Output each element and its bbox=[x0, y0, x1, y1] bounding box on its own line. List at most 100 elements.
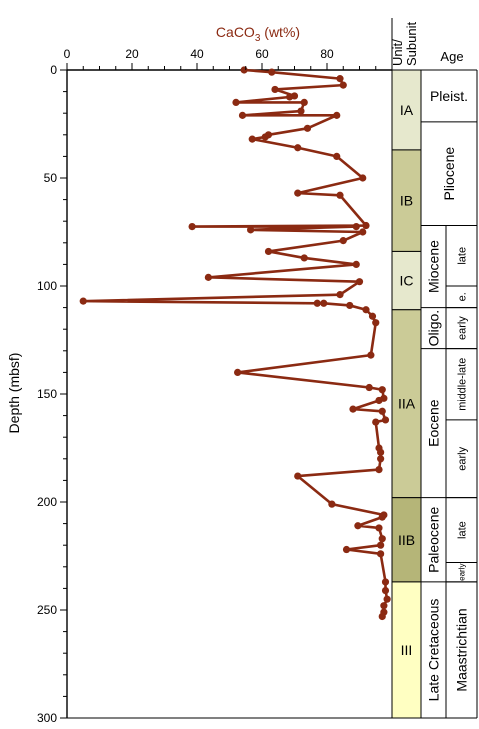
data-point bbox=[381, 586, 390, 595]
data-point bbox=[268, 68, 276, 76]
subdivision-label: late bbox=[456, 521, 468, 539]
x-axis-title-main: CaCO bbox=[216, 24, 255, 40]
epoch-label: Miocene bbox=[426, 240, 442, 293]
data-point bbox=[346, 301, 354, 310]
data-point bbox=[240, 66, 248, 74]
x-axis-title-subscript: 3 bbox=[255, 33, 261, 44]
subdivision-label: middle-late bbox=[456, 358, 468, 411]
data-point bbox=[320, 299, 328, 307]
data-point bbox=[377, 541, 385, 549]
data-point bbox=[377, 550, 385, 558]
data-point bbox=[336, 191, 344, 199]
data-point bbox=[380, 602, 388, 610]
unit-label: IC bbox=[400, 273, 414, 289]
data-point bbox=[204, 273, 212, 281]
subdivision-label: late bbox=[456, 247, 468, 265]
data-point bbox=[271, 85, 279, 94]
data-point bbox=[383, 595, 391, 603]
x-axis-title: CaCO3 (wt%) bbox=[216, 24, 300, 44]
age-header-label: Age bbox=[440, 49, 463, 64]
data-point bbox=[372, 418, 380, 426]
epoch-label: Oligo. bbox=[426, 310, 442, 347]
data-point bbox=[359, 174, 367, 182]
x-tick-label: 60 bbox=[255, 47, 269, 61]
data-point bbox=[362, 221, 370, 230]
data-point bbox=[294, 144, 302, 152]
data-point bbox=[375, 396, 383, 405]
data-point bbox=[378, 612, 386, 621]
unit-label: IA bbox=[400, 102, 414, 118]
data-point bbox=[359, 228, 367, 236]
data-point bbox=[378, 535, 386, 543]
x-axis-title-unit: (wt%) bbox=[260, 24, 300, 40]
data-point bbox=[375, 524, 383, 532]
plot-area bbox=[66, 66, 392, 719]
data-point bbox=[368, 312, 377, 320]
subdivision-label: Maastrichtian bbox=[453, 608, 469, 691]
age-column: Age Pleist. Pliocene Miocene Oligo. Eocene Pal… bbox=[421, 49, 478, 719]
data-point bbox=[378, 386, 386, 394]
y-tick-label: 100 bbox=[37, 279, 57, 293]
data-point bbox=[365, 383, 373, 392]
data-point bbox=[264, 247, 273, 256]
data-point bbox=[339, 81, 347, 89]
caco3-series-line bbox=[81, 68, 389, 617]
data-point bbox=[303, 124, 312, 132]
data-point bbox=[377, 455, 385, 463]
y-axis-title: Depth (mbsf) bbox=[6, 353, 22, 434]
data-point bbox=[378, 513, 386, 521]
data-point bbox=[188, 223, 196, 231]
data-point bbox=[378, 407, 386, 415]
y-tick-label: 150 bbox=[37, 387, 57, 401]
data-point bbox=[297, 107, 305, 115]
data-point bbox=[349, 405, 357, 413]
data-point bbox=[381, 578, 390, 586]
unit-block bbox=[391, 581, 422, 719]
data-point bbox=[238, 111, 247, 119]
unit-label: IIA bbox=[398, 396, 416, 412]
data-point bbox=[377, 448, 385, 456]
unit-header-label: Subunit bbox=[404, 22, 419, 66]
unit-label: IB bbox=[400, 193, 413, 209]
data-point bbox=[313, 299, 321, 307]
data-point bbox=[336, 291, 344, 299]
unit-block bbox=[391, 309, 422, 499]
epoch-label: Paleocene bbox=[426, 507, 442, 573]
data-point bbox=[232, 98, 240, 106]
subdivision-label: early bbox=[456, 446, 468, 470]
data-point bbox=[248, 135, 256, 143]
data-point bbox=[352, 223, 360, 231]
data-point bbox=[355, 278, 364, 286]
data-point bbox=[375, 466, 383, 474]
epoch-label: Eocene bbox=[426, 399, 442, 447]
x-tick-label: 20 bbox=[125, 47, 139, 61]
data-point bbox=[333, 111, 341, 119]
data-point bbox=[362, 306, 370, 314]
data-point bbox=[336, 75, 344, 83]
data-point bbox=[234, 368, 242, 376]
data-point bbox=[261, 133, 269, 141]
data-point bbox=[342, 545, 351, 554]
data-point bbox=[294, 189, 302, 197]
x-tick-label: 40 bbox=[190, 47, 204, 61]
y-tick-label: 250 bbox=[37, 603, 57, 617]
unit-label: III bbox=[401, 642, 413, 658]
y-tick-label: 200 bbox=[37, 495, 57, 509]
unit-block bbox=[391, 497, 422, 583]
data-point bbox=[352, 260, 360, 268]
y-tick-label: 50 bbox=[44, 171, 58, 185]
data-point bbox=[381, 416, 390, 424]
subdivision-label: early bbox=[457, 564, 466, 581]
epoch-label: Pleist. bbox=[430, 88, 468, 104]
x-tick-label: 80 bbox=[320, 47, 334, 61]
data-point bbox=[372, 319, 380, 327]
x-tick-label: 0 bbox=[64, 47, 71, 61]
unit-column: IA IB IC IIA IIB III Unit/Subunit bbox=[390, 18, 422, 719]
epoch-label: Pliocene bbox=[441, 147, 457, 201]
y-tick-label: 0 bbox=[50, 63, 57, 77]
data-point bbox=[300, 98, 308, 106]
data-point bbox=[333, 152, 341, 160]
data-point bbox=[328, 500, 336, 508]
data-point bbox=[300, 254, 308, 262]
